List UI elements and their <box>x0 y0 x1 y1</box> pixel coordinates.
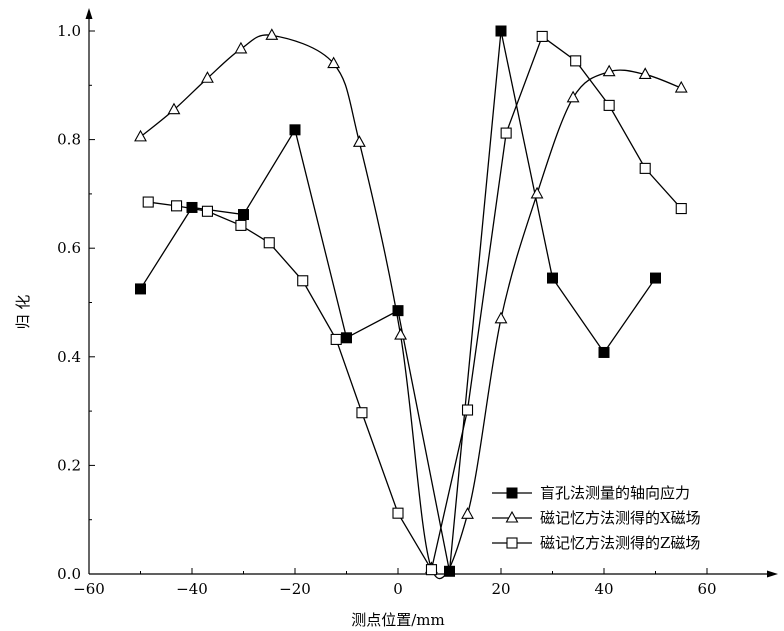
series-2-point <box>142 196 154 208</box>
series-0-point <box>444 565 455 577</box>
legend-marker-icon <box>506 487 518 499</box>
series-2-point <box>356 407 368 419</box>
series-2-point <box>461 404 474 416</box>
x-tick-label: 40 <box>594 580 613 598</box>
series-0-point <box>650 272 661 284</box>
series-1-point <box>201 71 214 83</box>
x-tick-label: 20 <box>491 580 510 598</box>
series-2-point <box>639 162 651 174</box>
series-1-point <box>234 41 248 54</box>
y-tick-label: 0.0 <box>57 565 81 583</box>
series-1-point <box>265 28 279 40</box>
series-2-point <box>603 99 615 111</box>
series-0-point <box>341 332 352 344</box>
legend-label: 磁记忆方法测得的Z磁场 <box>540 534 700 552</box>
series-0-point <box>392 305 404 317</box>
series-2-point <box>425 564 438 576</box>
legend-marker-icon <box>505 510 519 523</box>
x-tick-label: −20 <box>279 580 311 598</box>
series-2-point <box>570 55 582 67</box>
series-1-point <box>461 507 474 519</box>
x-axis-arrow-icon <box>767 570 778 578</box>
y-axis-arrow-icon <box>85 8 93 19</box>
series-2-point <box>297 275 309 287</box>
series-2 <box>142 30 687 576</box>
series-2-point <box>171 200 183 212</box>
series-2-point <box>330 333 342 345</box>
series-0-point <box>135 283 146 295</box>
series-2-point <box>392 507 404 519</box>
x-tick-label: 60 <box>697 580 716 598</box>
legend-item-2: 磁记忆方法测得的Z磁场 <box>492 534 700 552</box>
x-tick-label: −40 <box>176 580 208 598</box>
ticks: −60 −40 −20 0 20 40 60 0.0 0.2 0.4 0.6 0.8 1.0 <box>57 22 716 598</box>
y-tick-label: 1.0 <box>57 22 81 40</box>
series-1-point <box>494 311 508 324</box>
series-0 <box>135 25 661 577</box>
series-1-point <box>530 186 544 199</box>
y-tick-label: 0.8 <box>57 131 81 149</box>
legend-item-0: 盲孔法测量的轴向应力 <box>492 484 690 502</box>
legend-label: 盲孔法测量的轴向应力 <box>540 484 690 502</box>
series-1-point <box>394 327 408 340</box>
series-1 <box>134 28 688 579</box>
legend-item-1: 磁记忆方法测得的X磁场 <box>492 509 701 527</box>
series-2-point <box>675 203 687 215</box>
series-1-point <box>352 135 366 147</box>
series-1-point <box>638 67 652 79</box>
series-1-point <box>134 129 147 142</box>
y-tick-label: 0.2 <box>57 456 81 474</box>
series-group <box>134 25 688 579</box>
x-axis-title: 测点位置/mm <box>351 611 445 629</box>
series-2-point <box>201 205 213 217</box>
y-tick-label: 0.4 <box>57 348 81 366</box>
series-1-point <box>167 102 181 115</box>
series-2-point <box>263 237 275 249</box>
series-1-point <box>566 90 580 103</box>
x-tick-label: 0 <box>393 580 403 598</box>
y-axis-title: 归 化 <box>14 295 32 330</box>
series-2-point <box>500 127 512 139</box>
series-0-point <box>598 346 610 358</box>
series-1-point <box>327 56 341 69</box>
series-0-point <box>495 25 507 37</box>
legend-label: 磁记忆方法测得的X磁场 <box>540 509 701 527</box>
series-0-point <box>289 124 301 136</box>
series-2-point <box>235 219 247 231</box>
series-1-point <box>674 80 688 93</box>
x-tick-label: −60 <box>73 580 105 598</box>
series-0-point <box>547 272 558 284</box>
series-2-point <box>536 30 548 42</box>
series-0-point <box>238 209 249 221</box>
series-1-point <box>602 64 616 77</box>
legend-marker-icon <box>506 537 518 549</box>
y-tick-label: 0.6 <box>57 239 81 257</box>
